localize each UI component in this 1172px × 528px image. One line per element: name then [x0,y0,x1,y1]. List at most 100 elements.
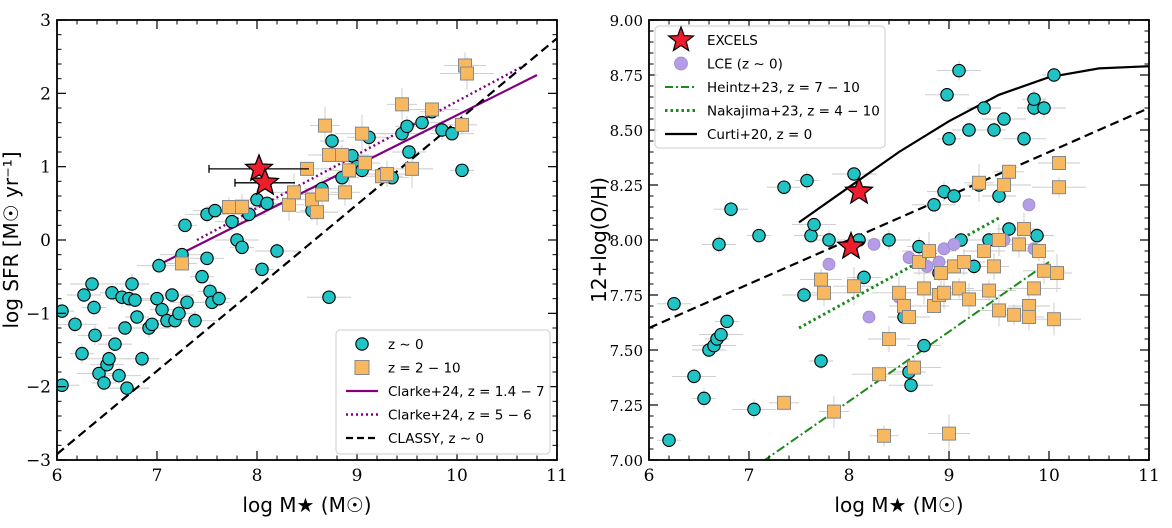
left-panel: 6 7 8 9 10 11 −3 −2 −1 0 1 2 3 log M★ (M☉) log SFR [M☉… [0,11,568,517]
teal-point-13 [108,337,122,351]
x-tick-label-4: 10 [446,466,468,486]
y-tick-label-3: 0 [40,231,51,251]
y-tick-label-8: 9.00 [610,12,643,30]
y-tick-label-6: 8.50 [610,122,643,140]
teal-point-33 [178,218,192,233]
y-tick-label-2: −1 [26,304,51,324]
orange-point-20 [425,102,439,117]
teal-point-25 [150,291,164,306]
teal-point-12 [752,228,766,243]
orange-point-36 [1032,244,1046,258]
orange-point-41 [1052,180,1066,195]
teal-point-37 [962,123,976,137]
orange-point-3 [827,404,841,419]
x-tick-label-3: 9 [944,466,955,486]
teal-point-17 [807,217,821,232]
teal-point-40 [977,101,991,115]
orange-point-21 [455,117,469,132]
teal-point-47 [1037,101,1051,115]
y-axis-label: log SFR [M☉ yr⁻¹] [0,151,23,328]
orange-point-10 [902,310,916,324]
lce-point-2 [867,237,881,251]
line-clarke-24-z-5-6 [196,62,528,242]
orange-point-6 [877,428,891,443]
teal-point-33 [942,132,956,146]
orange-point-15 [358,156,372,170]
orange-point-12 [338,185,352,200]
teal-point-48 [255,262,269,277]
teal-point-35 [188,313,202,328]
y-tick-label-5: 8.25 [610,177,643,195]
orange-point-2 [235,200,249,214]
teal-point-20 [128,293,142,307]
x-axis-label: log M★ (M☉) [242,493,371,517]
orange-point-13 [917,281,931,296]
teal-point-65 [415,115,429,130]
legend-handle-1 [354,360,370,375]
legend-handle-1 [674,56,688,71]
teal-point-19 [125,277,139,291]
teal-point-53 [322,290,336,304]
orange-point-2 [817,285,831,300]
y-tick-label-4: 1 [40,158,51,178]
orange-point-12 [912,255,926,269]
orange-point-33 [1017,222,1031,236]
excels-star-0 [844,175,874,205]
orange-point-40 [1052,156,1066,170]
teal-point-42 [212,291,226,306]
legend-label-2: Heintz+23, z = 7 − 10 [707,80,860,96]
teal-point-7 [712,237,726,252]
legend: z ∼ 0 z = 2 − 10 Clarke+24, z = 1.4 − 7 Cla… [335,329,551,455]
teal-point-20 [847,167,861,181]
legend-label-1: z = 2 − 10 [388,361,461,377]
orange-point-1 [814,272,828,287]
teal-point-27 [155,302,169,317]
teal-point-18 [814,354,828,368]
teal-point-3 [75,346,89,361]
teal-point-2 [687,369,701,384]
legend-handle-0 [666,25,696,52]
teal-point-10 [724,202,738,216]
teal-point-44 [997,112,1011,126]
teal-point-24 [145,317,159,332]
lce-point-8 [947,237,961,251]
x-tick-label-2: 8 [844,466,855,486]
y-tick-label-7: 8.75 [610,67,643,85]
lce-point-1 [862,310,876,324]
orange-point-7 [310,205,324,220]
y-tick-label-5: 2 [40,84,51,104]
orange-point-0 [777,395,791,410]
legend-box [654,25,886,149]
teal-point-29 [165,288,179,302]
orange-point-24 [972,175,986,190]
orange-point-11 [335,147,349,162]
orange-point-27 [987,259,1001,274]
teal-point-32 [940,88,954,102]
teal-point-41 [208,203,222,218]
orange-point-29 [997,178,1011,192]
teal-point-16 [804,228,818,243]
orange-point-22 [957,255,971,269]
teal-point-50 [1017,132,1031,146]
teal-point-34 [180,295,194,310]
orange-point-4 [287,185,301,200]
orange-point-23 [962,292,976,307]
excels-star-0 [243,153,275,182]
teal-point-9 [720,314,734,329]
lce-point-0 [822,257,836,271]
teal-point-16 [118,321,132,335]
teal-point-69 [455,163,469,178]
x-tick-label-3: 9 [352,466,363,486]
teal-point-29 [927,198,941,212]
teal-point-14 [797,288,811,302]
teal-point-26 [152,258,166,273]
orange-point-14 [922,244,936,258]
x-tick-label-1: 7 [152,466,163,486]
orange-point-26 [982,283,996,298]
teal-point-6 [87,300,101,315]
teal-point-22 [135,352,149,366]
teal-point-9 [97,376,111,390]
x-tick-label-1: 7 [744,466,755,486]
orange-point-9 [318,118,332,133]
teal-point-35 [952,63,966,78]
